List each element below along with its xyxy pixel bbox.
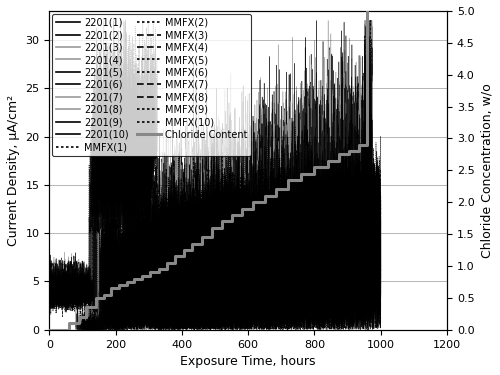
Y-axis label: Current Density, μA/cm²: Current Density, μA/cm² [7,95,20,246]
Y-axis label: Chloride Concentration, w/o: Chloride Concentration, w/o [480,83,493,258]
Legend: 2201(1), 2201(2), 2201(3), 2201(4), 2201(5), 2201(6), 2201(7), 2201(8), 2201(9),: 2201(1), 2201(2), 2201(3), 2201(4), 2201… [52,14,252,156]
X-axis label: Exposure Time, hours: Exposure Time, hours [180,355,316,368]
